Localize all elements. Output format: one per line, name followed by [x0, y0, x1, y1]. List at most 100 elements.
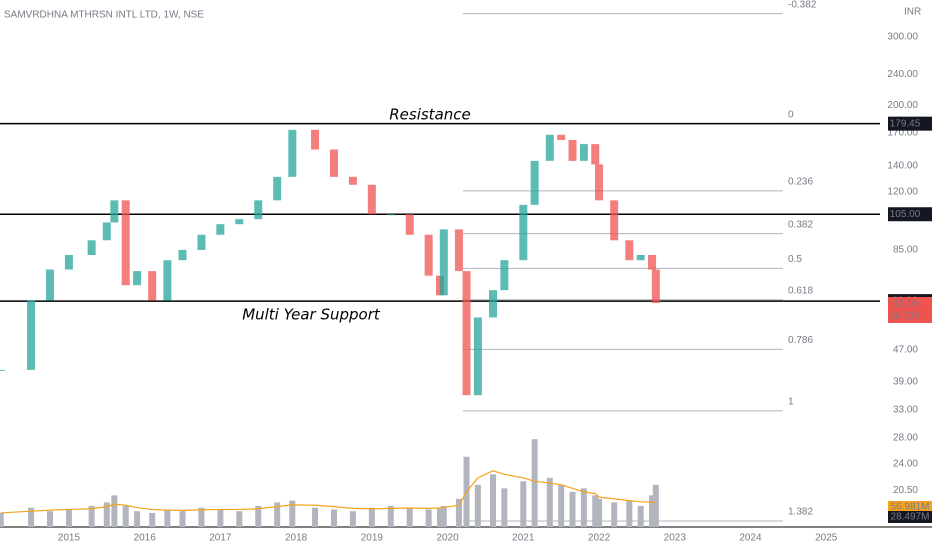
volume-label: 56.981M: [891, 502, 930, 513]
candle: [348, 176, 357, 185]
candle: [311, 129, 320, 150]
chart-title: SAMVRDHNA MTHRSN INTL LTD, 1W, NSE: [4, 10, 204, 21]
last-price-badge: [888, 297, 932, 324]
x-tick-label: 2021: [512, 533, 535, 544]
y-tick-label: 24.00: [893, 458, 918, 469]
x-tick-label: 2019: [361, 533, 384, 544]
volume-bar: [217, 509, 224, 527]
volume-bar: [474, 484, 481, 527]
y-tick-label: 47.00: [893, 345, 918, 356]
y-tick-label: 240.00: [887, 69, 918, 80]
volume-bar: [103, 502, 110, 527]
x-tick-label: 2018: [285, 533, 308, 544]
volume-bar: [46, 511, 53, 527]
candle: [405, 214, 414, 235]
x-tick-label: 2020: [436, 533, 459, 544]
candle: [178, 249, 187, 261]
candle: [148, 271, 157, 301]
volume-bar: [637, 505, 644, 527]
volume-bar: [611, 502, 618, 527]
candle: [648, 254, 657, 270]
candle: [288, 129, 297, 177]
volume-bar: [149, 512, 156, 527]
candle: [102, 222, 111, 241]
level-label: 179.45: [890, 118, 921, 129]
volume-bar: [198, 507, 205, 527]
fib-label: 0: [788, 109, 794, 120]
volume-ma-line: [0, 470, 656, 514]
y-tick-label: 33.00: [893, 404, 918, 415]
candle: [568, 139, 577, 161]
candle: [254, 200, 263, 220]
volume-badge: [888, 500, 932, 513]
fib-label: 0.236: [788, 176, 813, 187]
candle: [557, 134, 566, 140]
fib-label: 1: [788, 397, 794, 408]
y-tick-label: 28.00: [893, 432, 918, 443]
volume-bar: [387, 505, 394, 527]
volume-bar: [520, 481, 527, 527]
volume-bar: [558, 484, 565, 527]
x-tick-label: 2025: [815, 533, 838, 544]
candle: [133, 271, 142, 286]
fib-label: -0.382: [788, 0, 817, 10]
x-tick-label: 2023: [664, 533, 687, 544]
volume-bar: [28, 507, 35, 527]
y-tick-label: 200.00: [887, 100, 918, 111]
level-label: 105.00: [890, 209, 921, 220]
volume-bar: [649, 495, 656, 527]
volume-bar: [490, 474, 497, 527]
countdown: 2d 21h: [890, 311, 921, 322]
candle: [45, 269, 54, 301]
candle: [454, 229, 463, 272]
candle: [110, 200, 119, 223]
volume-bar: [455, 498, 462, 527]
volume-bar: [531, 439, 538, 527]
volume-bar: [349, 511, 356, 527]
fib-label: 0.5: [788, 254, 802, 265]
y-tick-label: 20.50: [893, 485, 918, 496]
candle: [595, 164, 604, 201]
volume-bar: [111, 495, 118, 527]
candle: [121, 200, 130, 286]
volume-bar: [330, 509, 337, 527]
candle: [439, 229, 448, 296]
volume-bar: [255, 505, 262, 527]
level-badge: [888, 116, 932, 131]
volume-bar: [596, 498, 603, 527]
candle: [530, 160, 539, 205]
volume-bar: [0, 512, 4, 527]
y-tick-label: 39.00: [893, 376, 918, 387]
volume-bar: [440, 505, 447, 527]
volume-bar: [406, 507, 413, 527]
candle: [424, 234, 433, 276]
candle: [591, 144, 600, 165]
candle: [64, 254, 73, 270]
volume-bar: [236, 511, 243, 527]
volume-bar: [425, 509, 432, 527]
volume-bar: [501, 488, 508, 527]
volume-bar: [546, 477, 553, 527]
candle: [0, 369, 5, 371]
y-tick-label: 140.00: [887, 160, 918, 171]
volume-bar: [122, 505, 129, 527]
annotation: Multi Year Support: [242, 306, 381, 324]
candle: [163, 260, 172, 301]
volume-label: 28.497M: [891, 512, 930, 523]
volume-bar: [289, 500, 296, 527]
volume-badge: [888, 510, 932, 523]
candle: [27, 300, 36, 370]
candle: [473, 317, 482, 396]
volume-bar: [652, 484, 659, 527]
x-tick-label: 2022: [588, 533, 611, 544]
candle: [87, 240, 96, 255]
candle: [545, 134, 554, 161]
volume-bar: [274, 502, 281, 527]
volume-bar: [592, 495, 599, 527]
candle: [329, 149, 338, 177]
x-tick-label: 2015: [58, 533, 81, 544]
candle: [386, 214, 395, 216]
candle: [273, 176, 282, 201]
volume-bar: [88, 505, 95, 527]
